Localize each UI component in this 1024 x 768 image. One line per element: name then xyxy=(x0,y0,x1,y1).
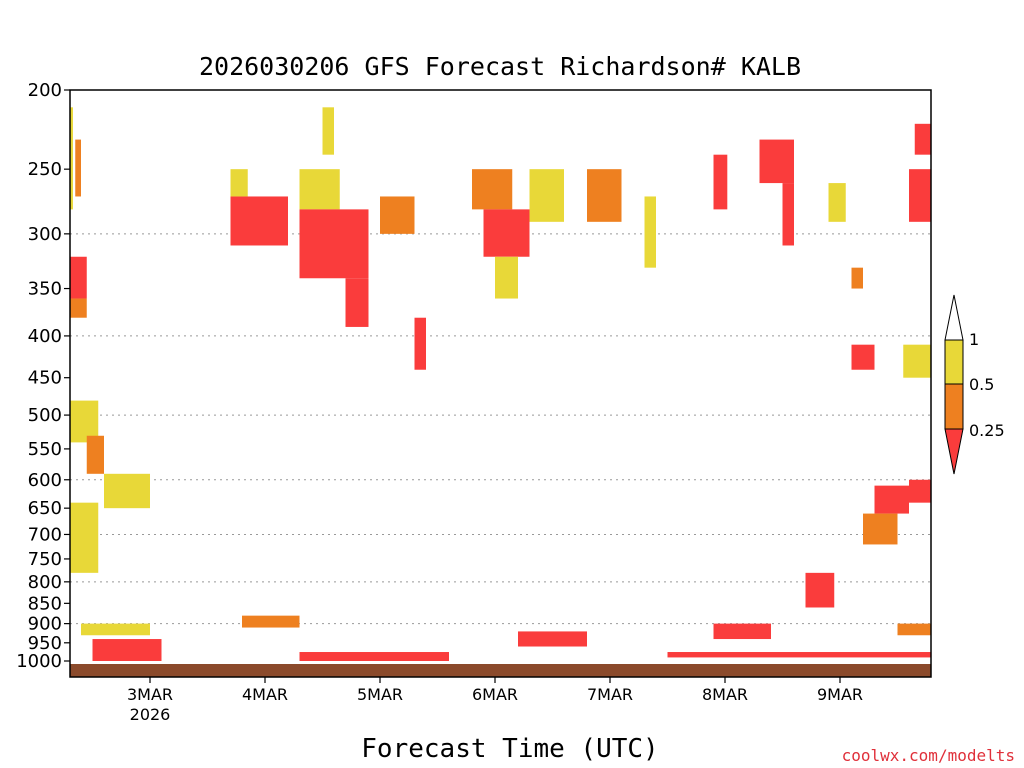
ri-cell-20 xyxy=(587,169,622,222)
ri-cell-21 xyxy=(644,196,656,268)
y-tick-label-950: 950 xyxy=(28,633,62,654)
ri-cell-30 xyxy=(851,344,875,370)
ri-cell-7 xyxy=(104,473,150,509)
y-tick-label-850: 850 xyxy=(28,593,62,614)
ri-cell-32 xyxy=(909,479,931,503)
x-tick-label-3MAR: 3MAR xyxy=(127,685,173,704)
ri-cell-8 xyxy=(230,196,288,246)
ri-cell-33 xyxy=(863,513,898,545)
ri-cell-3 xyxy=(70,298,87,318)
y-tick-label-650: 650 xyxy=(28,498,62,519)
credit-text: coolwx.com/modelts xyxy=(842,746,1015,765)
y-tick-label-250: 250 xyxy=(28,159,62,180)
ground-band xyxy=(70,664,931,677)
colorbar-label-0.25: 0.25 xyxy=(969,421,1005,440)
chart-title: 2026030206 GFS Forecast Richardson# KALB xyxy=(199,52,801,81)
ri-cell-36 xyxy=(713,623,771,640)
ri-cell-9 xyxy=(230,169,248,197)
ri-cell-23 xyxy=(759,139,794,184)
ri-cell-25 xyxy=(828,183,846,222)
x-tick-label-9MAR: 9MAR xyxy=(817,685,863,704)
x-tick-label-6MAR: 6MAR xyxy=(472,685,518,704)
colorbar-legend: 1 0.5 0.25 xyxy=(944,294,1005,475)
ri-cell-38 xyxy=(92,639,162,661)
y-tick-label-350: 350 xyxy=(28,279,62,300)
colorbar-segment-0.25-0.5 xyxy=(944,383,964,430)
colorbar-label-0.5: 0.5 xyxy=(969,375,994,394)
y-tick-label-450: 450 xyxy=(28,368,62,389)
ri-cell-2 xyxy=(70,256,87,299)
ri-cell-24 xyxy=(782,183,794,246)
ri-cell-35 xyxy=(518,631,587,647)
ri-cell-26 xyxy=(851,267,863,289)
ri-cell-40 xyxy=(299,652,449,661)
ri-cell-42 xyxy=(667,652,931,658)
colorbar-segment-0.5-1 xyxy=(944,339,964,385)
y-tick-label-200: 200 xyxy=(28,80,62,101)
ri-cell-13 xyxy=(322,107,334,155)
ri-cell-17 xyxy=(483,209,530,257)
ri-cell-4 xyxy=(70,400,99,443)
ri-cell-0 xyxy=(70,107,73,210)
y-tick-label-600: 600 xyxy=(28,470,62,491)
ri-cell-22 xyxy=(713,154,728,210)
ri-cell-28 xyxy=(909,169,931,222)
colorbar-label-1: 1 xyxy=(969,330,979,349)
colorbar-segment-gt1 xyxy=(944,294,964,341)
plot-frame xyxy=(69,89,932,678)
colorbar-segment-lt0.25 xyxy=(944,428,964,475)
x-axis-ticks: 3MAR 4MAR 5MAR 6MAR 7MAR 8MAR 9MAR xyxy=(127,677,863,704)
ri-cell-11 xyxy=(299,209,369,279)
x-tick-label-7MAR: 7MAR xyxy=(587,685,633,704)
y-tick-label-550: 550 xyxy=(28,439,62,460)
ri-cell-31 xyxy=(874,485,909,514)
ri-cell-19 xyxy=(529,169,564,222)
ri-cell-14 xyxy=(380,196,415,234)
y-tick-label-900: 900 xyxy=(28,614,62,635)
x-tick-label-4MAR: 4MAR xyxy=(242,685,288,704)
y-tick-label-300: 300 xyxy=(28,224,62,245)
ri-cell-39 xyxy=(81,623,150,636)
ri-cell-12 xyxy=(345,278,369,327)
ri-cell-41 xyxy=(242,615,300,628)
x-axis-year-label: 2026 xyxy=(130,705,171,724)
y-tick-label-400: 400 xyxy=(28,326,62,347)
x-axis-label: Forecast Time (UTC) xyxy=(361,734,658,764)
y-tick-label-700: 700 xyxy=(28,524,62,545)
ri-cell-27 xyxy=(914,123,931,155)
y-tick-label-800: 800 xyxy=(28,572,62,593)
y-tick-label-750: 750 xyxy=(28,549,62,570)
y-tick-label-1000: 1000 xyxy=(16,651,62,672)
ri-cell-34 xyxy=(805,572,835,608)
ri-cell-16 xyxy=(472,169,513,210)
x-tick-label-5MAR: 5MAR xyxy=(357,685,403,704)
y-tick-label-500: 500 xyxy=(28,405,62,426)
ri-cell-6 xyxy=(70,502,99,573)
ri-cell-1 xyxy=(75,139,81,197)
x-tick-label-8MAR: 8MAR xyxy=(702,685,748,704)
y-axis-ticks: 200 250 300 350 400 450 500 550 600 650 700 7508008… xyxy=(16,80,70,672)
ri-cell-10 xyxy=(299,169,340,210)
ri-cell-18 xyxy=(495,256,518,299)
ri-cell-15 xyxy=(414,317,426,370)
richardson-cells xyxy=(70,107,931,661)
ri-cell-29 xyxy=(903,344,931,378)
ri-cell-5 xyxy=(86,435,104,474)
ri-cell-37 xyxy=(897,623,931,636)
